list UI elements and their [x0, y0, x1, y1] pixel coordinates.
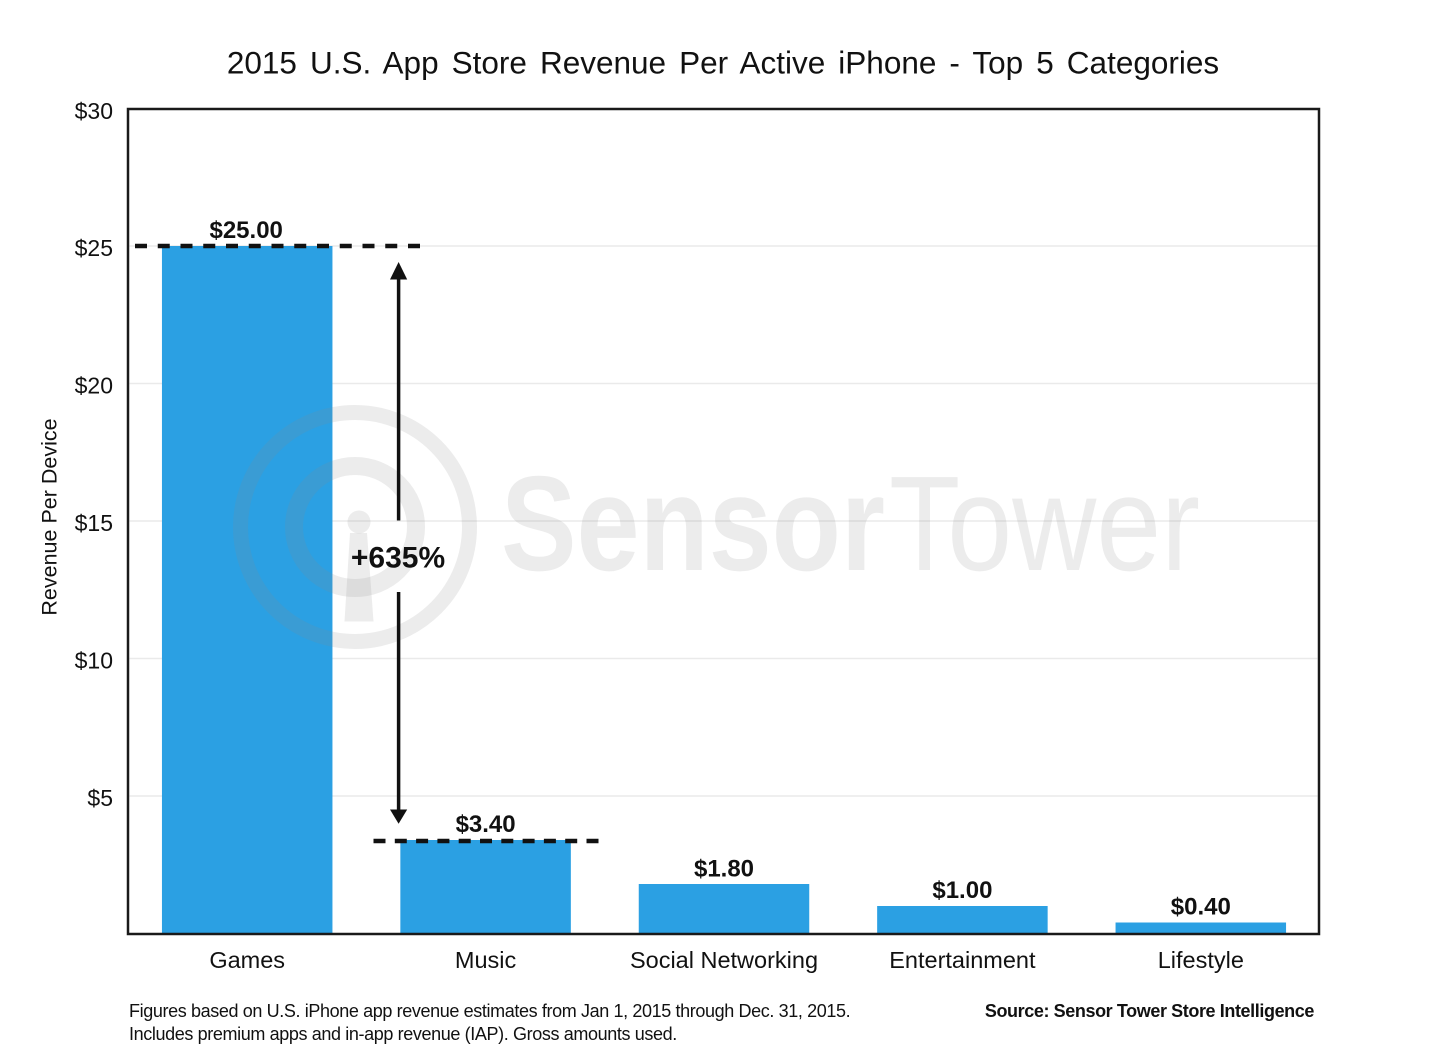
- svg-text:Tower: Tower: [889, 448, 1200, 599]
- svg-text:$25.00: $25.00: [209, 217, 282, 244]
- svg-text:Social Networking: Social Networking: [630, 947, 818, 973]
- svg-text:Games: Games: [209, 947, 285, 973]
- svg-text:$1.80: $1.80: [694, 856, 754, 883]
- svg-text:$5: $5: [87, 785, 113, 811]
- svg-text:$10: $10: [75, 648, 113, 674]
- svg-text:$30: $30: [75, 98, 113, 124]
- svg-text:Music: Music: [455, 947, 517, 973]
- svg-text:$20: $20: [75, 373, 113, 399]
- svg-text:Figures based on U.S. iPhone a: Figures based on U.S. iPhone app revenue…: [129, 1001, 850, 1021]
- svg-text:2015 U.S. App Store Revenue Pe: 2015 U.S. App Store Revenue Per Active i…: [227, 45, 1219, 81]
- svg-text:$0.40: $0.40: [1171, 894, 1231, 921]
- svg-text:$15: $15: [75, 510, 113, 536]
- svg-text:Sensor: Sensor: [501, 448, 885, 599]
- svg-text:Entertainment: Entertainment: [889, 947, 1036, 973]
- svg-text:Includes premium apps and in-a: Includes premium apps and in-app revenue…: [129, 1024, 677, 1044]
- svg-text:$1.00: $1.00: [932, 877, 992, 904]
- svg-text:$3.40: $3.40: [456, 811, 516, 838]
- svg-text:Lifestyle: Lifestyle: [1158, 947, 1244, 973]
- svg-text:Source: Sensor Tower Store Int: Source: Sensor Tower Store Intelligence: [985, 1001, 1315, 1021]
- svg-text:+635%: +635%: [351, 542, 445, 575]
- svg-text:$25: $25: [75, 235, 113, 261]
- svg-text:Revenue Per Device: Revenue Per Device: [38, 418, 62, 615]
